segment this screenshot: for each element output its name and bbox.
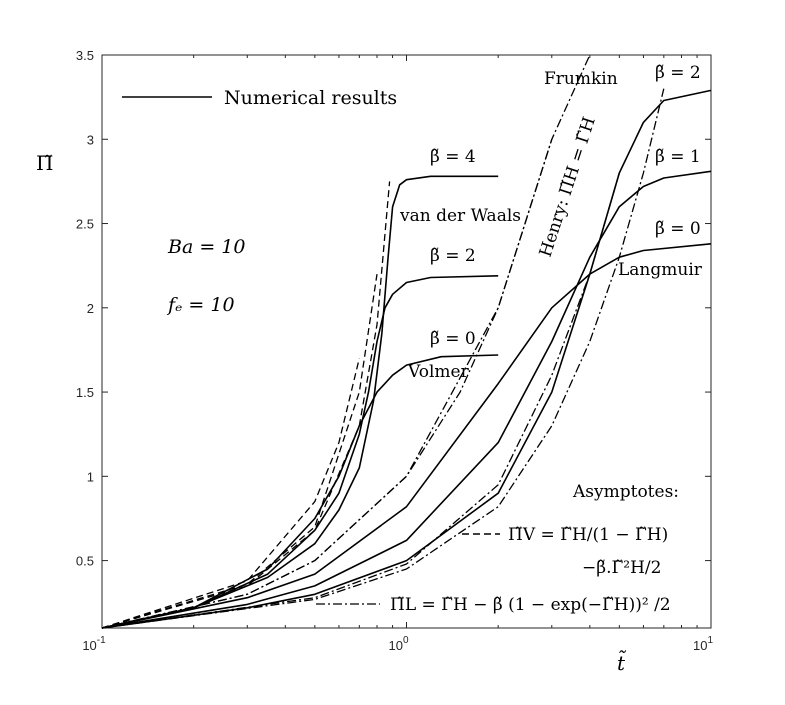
label-ba: Ba = 10 bbox=[167, 236, 245, 258]
y-tick-label: 0.5 bbox=[76, 554, 94, 569]
y-tick-label: 1 bbox=[87, 469, 94, 484]
label-langmuir: Langmuir bbox=[618, 260, 703, 280]
series-group bbox=[101, 54, 712, 629]
label-vdw-beta0: β̃ = 0 bbox=[430, 329, 476, 349]
series-line-asym-l-b2 bbox=[101, 88, 665, 629]
y-axis-label: Π̃ bbox=[36, 151, 53, 175]
label-vdw-beta2: β̃ = 2 bbox=[430, 246, 476, 266]
label-frumkin-beta2: β̃ = 2 bbox=[655, 63, 701, 83]
label-van-der-waals: van der Waals bbox=[399, 206, 521, 226]
series-line-asym-l-b1 bbox=[101, 172, 620, 629]
label-frumkin-beta1: β̃ = 1 bbox=[655, 147, 701, 167]
y-tick-label: 3.5 bbox=[76, 48, 94, 63]
legend-label: Numerical results bbox=[224, 87, 397, 109]
label-asymptotes: Asymptotes: bbox=[572, 482, 679, 502]
series-line-asym-v-b2 bbox=[101, 274, 378, 629]
y-tick-label: 3 bbox=[87, 132, 94, 147]
label-vdw-beta4: β̃ = 4 bbox=[430, 147, 476, 167]
series-line-asym-v-b4 bbox=[101, 181, 391, 629]
eq-volmer-line1: Π̃V = Γ̃H/(1 − Γ̃H) bbox=[508, 525, 668, 545]
label-fe: fₑ = 10 bbox=[166, 294, 235, 316]
y-tick-label: 2 bbox=[87, 301, 94, 316]
series-line-frumkin-b2 bbox=[101, 89, 712, 629]
label-frumkin: Frumkin bbox=[544, 69, 618, 89]
y-tick-label: 1.5 bbox=[76, 385, 94, 400]
series-line-langmuir-b0 bbox=[101, 243, 712, 629]
x-axis-label: t̃ bbox=[617, 649, 627, 675]
label-volmer: Volmer bbox=[407, 362, 470, 382]
series-line-vdw-b2 bbox=[101, 275, 499, 629]
y-tick-label: 2.5 bbox=[76, 217, 94, 232]
eq-langmuir: Π̃L = Γ̃H − β̃ (1 − exp(−Γ̃H))² /2 bbox=[390, 595, 671, 615]
label-langmuir-beta0: β̃ = 0 bbox=[655, 219, 701, 239]
series-line-asym-v-b0 bbox=[101, 358, 360, 629]
series-line-vdw-b4 bbox=[101, 175, 499, 629]
series-line-frumkin-b1 bbox=[101, 170, 712, 629]
series-line-asym-l-b0 bbox=[101, 139, 553, 629]
eq-volmer-line2: −β̃.Γ̃²H/2 bbox=[582, 558, 661, 578]
plot-area bbox=[101, 54, 712, 629]
